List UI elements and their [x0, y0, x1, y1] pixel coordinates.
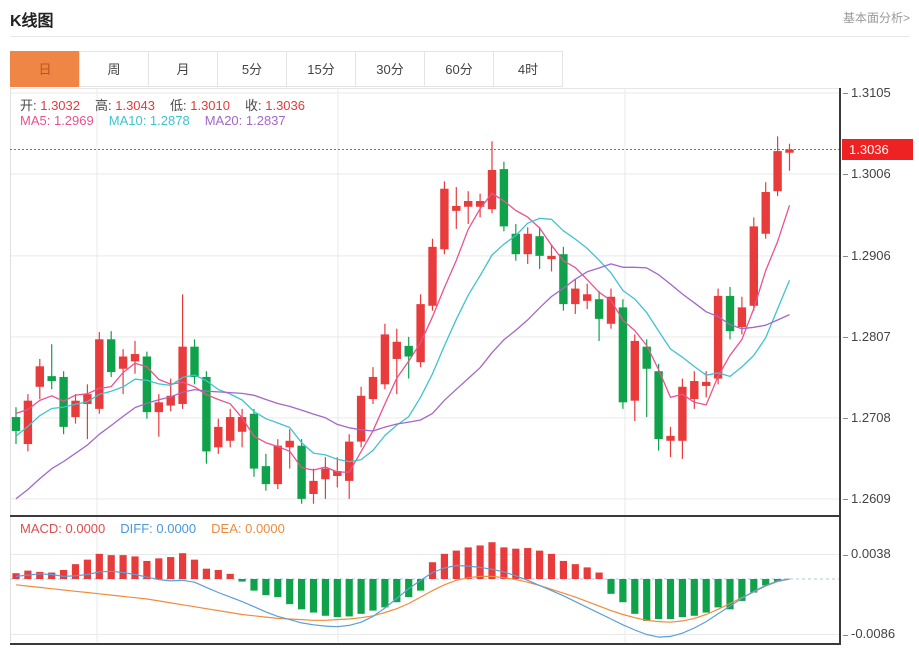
ohlc-legend: 开: 1.3032 高: 1.3043 低: 1.3010 收: 1.3036	[20, 95, 320, 114]
legend-ma-item: MA10: 1.2878	[108, 113, 190, 128]
legend-macd-item: MACD: 0.0000	[20, 521, 106, 536]
legend-ma-item: MA5: 1.2969	[20, 113, 94, 128]
price-axis: 1.3105 1.3006 1.2906 1.2807 1.2708 1.2609 0.00…	[839, 85, 919, 645]
macd-legend: MACD: 0.0000 DIFF: 0.0000 DEA: 0.0000	[20, 521, 300, 536]
tab-period-6[interactable]: 60分	[424, 51, 494, 87]
tab-period-7[interactable]: 4时	[493, 51, 563, 87]
price-axis-label-5: 1.2609	[843, 491, 891, 507]
tab-period-5[interactable]: 30分	[355, 51, 425, 87]
tab-period-4[interactable]: 15分	[286, 51, 356, 87]
title-divider	[10, 36, 910, 37]
macd-axis-label-1: -0.0086	[843, 626, 895, 642]
current-price-tag: 1.3036	[842, 138, 913, 160]
tab-period-2[interactable]: 月	[148, 51, 218, 87]
fundamental-analysis-link[interactable]: 基本面分析>	[842, 11, 910, 25]
legend-ohlc-item: 收: 1.3036	[245, 98, 305, 113]
chart-bottom-border	[10, 643, 910, 645]
price-axis-label-0: 1.3105	[843, 85, 891, 101]
period-tabs: 日周月 5分 15分 30分 60分 4时	[10, 51, 563, 87]
legend-ohlc-item: 低: 1.3010	[170, 98, 230, 113]
price-axis-label-2: 1.2906	[843, 248, 891, 264]
price-axis-label-3: 1.2807	[843, 329, 891, 345]
tab-period-3[interactable]: 5分	[217, 51, 287, 87]
tab-period-1[interactable]: 周	[79, 51, 149, 87]
tab-period-0[interactable]: 日	[10, 51, 80, 87]
price-axis-label-1: 1.3006	[843, 166, 891, 182]
legend-ohlc-item: 高: 1.3043	[95, 98, 155, 113]
legend-ohlc-item: 开: 1.3032	[20, 98, 80, 113]
kline-chart[interactable]	[10, 88, 839, 645]
page-title: K线图	[10, 13, 54, 30]
legend-macd-item: DIFF: 0.0000	[120, 521, 197, 536]
panel-separator	[10, 515, 910, 517]
legend-ma-item: MA20: 1.2837	[204, 113, 286, 128]
chart-top-border	[10, 88, 910, 89]
macd-axis-label-0: 0.0038	[843, 546, 891, 562]
price-axis-label-4: 1.2708	[843, 410, 891, 426]
ma-legend: MA5: 1.2969 MA10: 1.2878 MA20: 1.2837	[20, 113, 301, 128]
legend-macd-item: DEA: 0.0000	[211, 521, 285, 536]
